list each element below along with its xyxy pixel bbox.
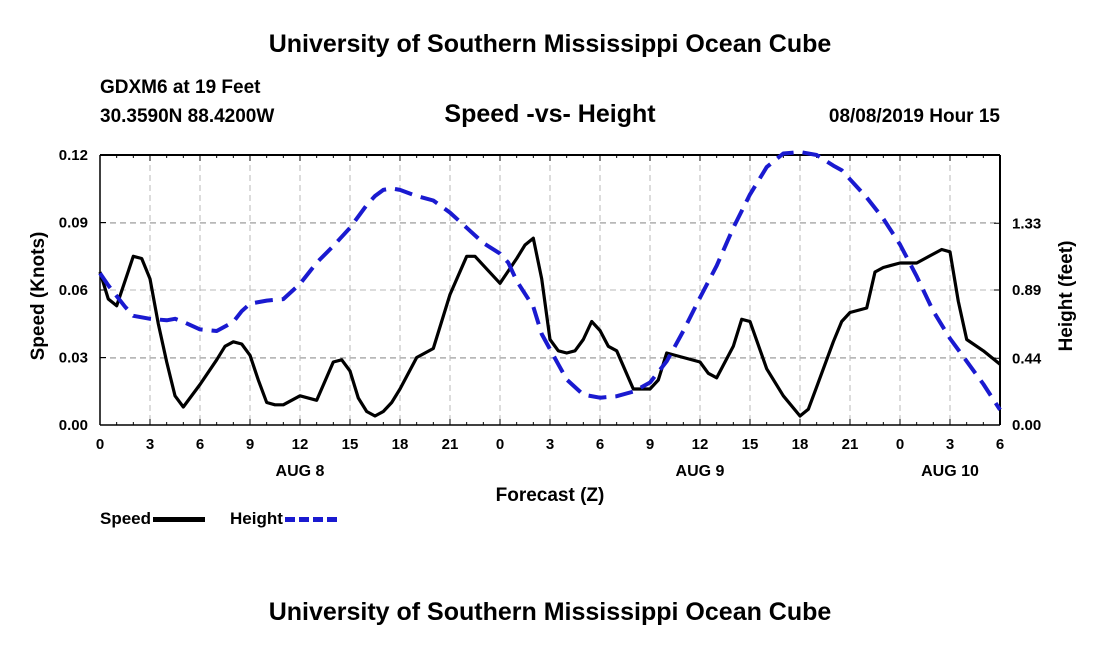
legend-speed-label: Speed xyxy=(100,509,152,528)
x-tick-label: 18 xyxy=(392,436,409,453)
x-tick-label: 3 xyxy=(546,436,554,453)
y-left-tick-label: 0.06 xyxy=(59,282,88,299)
series-height-line xyxy=(98,150,1002,411)
y-right-tick-label: 0.44 xyxy=(1012,350,1042,367)
forecast-datetime: 08/08/2019 Hour 15 xyxy=(828,106,1000,127)
x-tick-label: 6 xyxy=(996,436,1004,453)
x-tick-label: 0 xyxy=(896,436,904,453)
y-left-tick-label: 0.03 xyxy=(59,350,88,367)
coordinates-label: 30.3590N 88.4200W xyxy=(100,106,275,127)
x-tick-label: 6 xyxy=(596,436,604,453)
axis-labels: 0 3 6 9 12 15 18 21 0 3 6 9 12 15 18 21 0 3 6 0.00 0.03 0.06 0… xyxy=(28,147,1077,506)
y-right-tick-label: 1.33 xyxy=(1012,215,1041,232)
day-label: AUG 10 xyxy=(921,463,979,480)
y-left-tick-label: 0.12 xyxy=(59,147,88,164)
y-left-axis-title: Speed (Knots) xyxy=(28,232,49,361)
grid xyxy=(100,155,1000,425)
footer-title: University of Southern Mississippi Ocean… xyxy=(268,598,832,626)
series-speed-line xyxy=(98,236,1002,418)
x-tick-label: 15 xyxy=(342,436,359,453)
legend-height: Height xyxy=(230,509,337,529)
x-tick-label: 9 xyxy=(246,436,254,453)
y-left-tick-label: 0.09 xyxy=(59,215,88,232)
x-tick-label: 0 xyxy=(96,436,104,453)
day-label: AUG 8 xyxy=(276,463,325,480)
legend-speed-swatch xyxy=(153,516,206,522)
y-right-tick-label: 0.00 xyxy=(1012,417,1041,434)
chart-subtitle: Speed -vs- Height xyxy=(444,100,656,128)
series xyxy=(98,150,1002,418)
y-right-axis-title: Height (feet) xyxy=(1056,241,1077,352)
station-label: GDXM6 at 19 Feet xyxy=(100,77,261,98)
legend-height-swatch xyxy=(284,516,337,522)
x-tick-label: 21 xyxy=(442,436,459,453)
x-tick-label: 3 xyxy=(146,436,154,453)
x-tick-label: 18 xyxy=(792,436,809,453)
axes xyxy=(99,154,1001,426)
x-tick-label: 21 xyxy=(842,436,859,453)
y-right-tick-label: 0.89 xyxy=(1012,282,1041,299)
x-axis-title: Forecast (Z) xyxy=(496,485,605,506)
day-label: AUG 9 xyxy=(676,463,725,480)
legend-height-label: Height xyxy=(230,509,283,528)
legend-speed: Speed xyxy=(100,509,206,529)
y-left-tick-label: 0.00 xyxy=(59,417,88,434)
x-tick-label: 0 xyxy=(496,436,504,453)
x-tick-label: 9 xyxy=(646,436,654,453)
x-tick-label: 12 xyxy=(692,436,709,453)
header-title: University of Southern Mississippi Ocean… xyxy=(268,30,832,58)
x-tick-label: 15 xyxy=(742,436,759,453)
x-tick-label: 3 xyxy=(946,436,954,453)
x-tick-label: 6 xyxy=(196,436,204,453)
x-tick-label: 12 xyxy=(292,436,309,453)
